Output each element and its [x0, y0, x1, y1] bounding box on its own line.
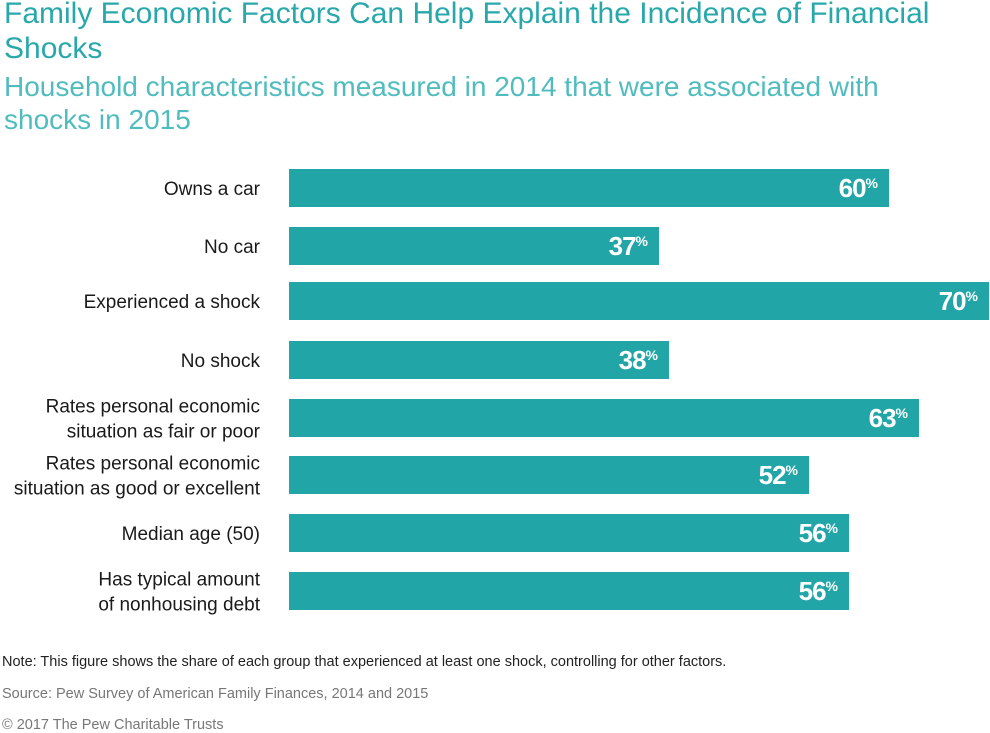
category-label: Has typical amount of nonhousing debt — [98, 570, 260, 616]
bar — [289, 399, 919, 437]
category-label: Median age (50) — [122, 524, 260, 545]
category-label: Rates personal economic situation as good… — [14, 454, 261, 500]
bar-value-label: 56% — [799, 518, 839, 548]
chart-subtitle: Household characteristics measured in 20… — [4, 71, 879, 135]
bar — [289, 227, 659, 265]
bar — [289, 341, 669, 379]
category-label: Rates personal economic situation as fair… — [46, 397, 261, 443]
bar-value-label: 60% — [839, 173, 879, 203]
chart-note: Note: This figure shows the share of eac… — [2, 654, 727, 670]
bar-value-label: 37% — [609, 231, 649, 261]
bar-value-label: 52% — [759, 460, 799, 490]
chart-source: Source: Pew Survey of American Family Fi… — [2, 686, 429, 702]
bar — [289, 514, 849, 552]
bar-value-label: 38% — [619, 345, 659, 375]
bar — [289, 456, 809, 494]
category-label: No shock — [181, 351, 261, 372]
bar — [289, 282, 989, 320]
chart-title: Family Economic Factors Can Help Explain… — [4, 0, 930, 65]
bar-value-label: 63% — [869, 403, 909, 433]
category-label: No car — [204, 237, 261, 258]
category-label: Experienced a shock — [84, 292, 261, 313]
copyright-text: © 2017 The Pew Charitable Trusts — [2, 717, 224, 733]
bar-value-label: 70% — [939, 286, 979, 316]
category-label: Owns a car — [164, 179, 261, 200]
bar — [289, 169, 889, 207]
bar-value-label: 56% — [799, 576, 839, 606]
bar — [289, 572, 849, 610]
bar-chart: 60% Owns a car 37% No car 70% Experienced a s… — [14, 169, 989, 616]
